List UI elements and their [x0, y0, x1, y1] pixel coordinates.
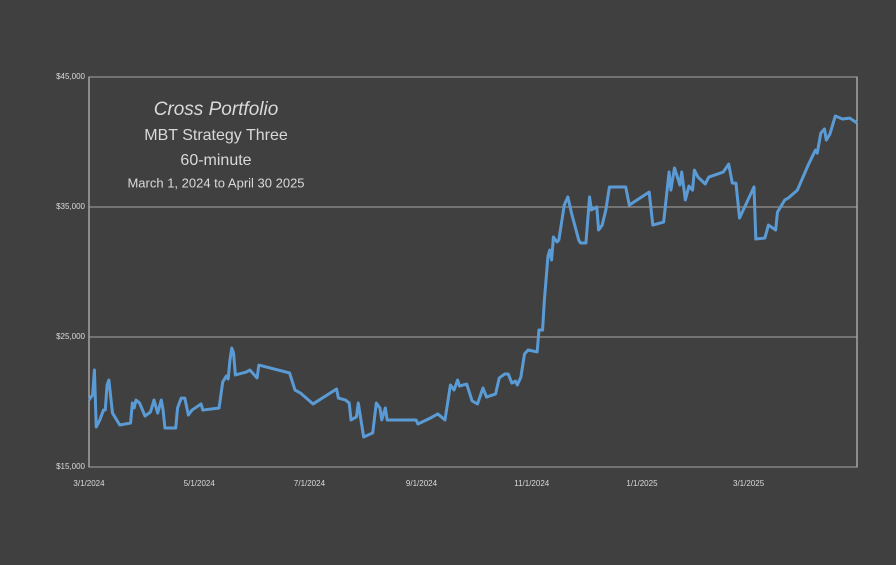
chart-subtitle: March 1, 2024 to April 30 2025: [127, 175, 304, 190]
x-tick-label: 3/1/2024: [73, 479, 105, 488]
y-tick-label: $35,000: [56, 202, 85, 211]
chart-subtitle: 60-minute: [180, 152, 251, 169]
y-tick-label: $45,000: [56, 72, 85, 81]
x-tick-label: 11/1/2024: [514, 479, 550, 488]
y-tick-label: $25,000: [56, 332, 85, 341]
x-tick-label: 3/1/2025: [733, 479, 765, 488]
x-tick-label: 1/1/2025: [626, 479, 658, 488]
x-tick-label: 7/1/2024: [294, 479, 326, 488]
y-tick-label: $15,000: [56, 462, 85, 471]
x-tick-label: 5/1/2024: [184, 479, 216, 488]
chart-title: Cross Portfolio: [154, 99, 279, 120]
x-tick-label: 9/1/2024: [406, 479, 438, 488]
chart-subtitle: MBT Strategy Three: [144, 127, 288, 144]
line-series: [87, 114, 858, 439]
